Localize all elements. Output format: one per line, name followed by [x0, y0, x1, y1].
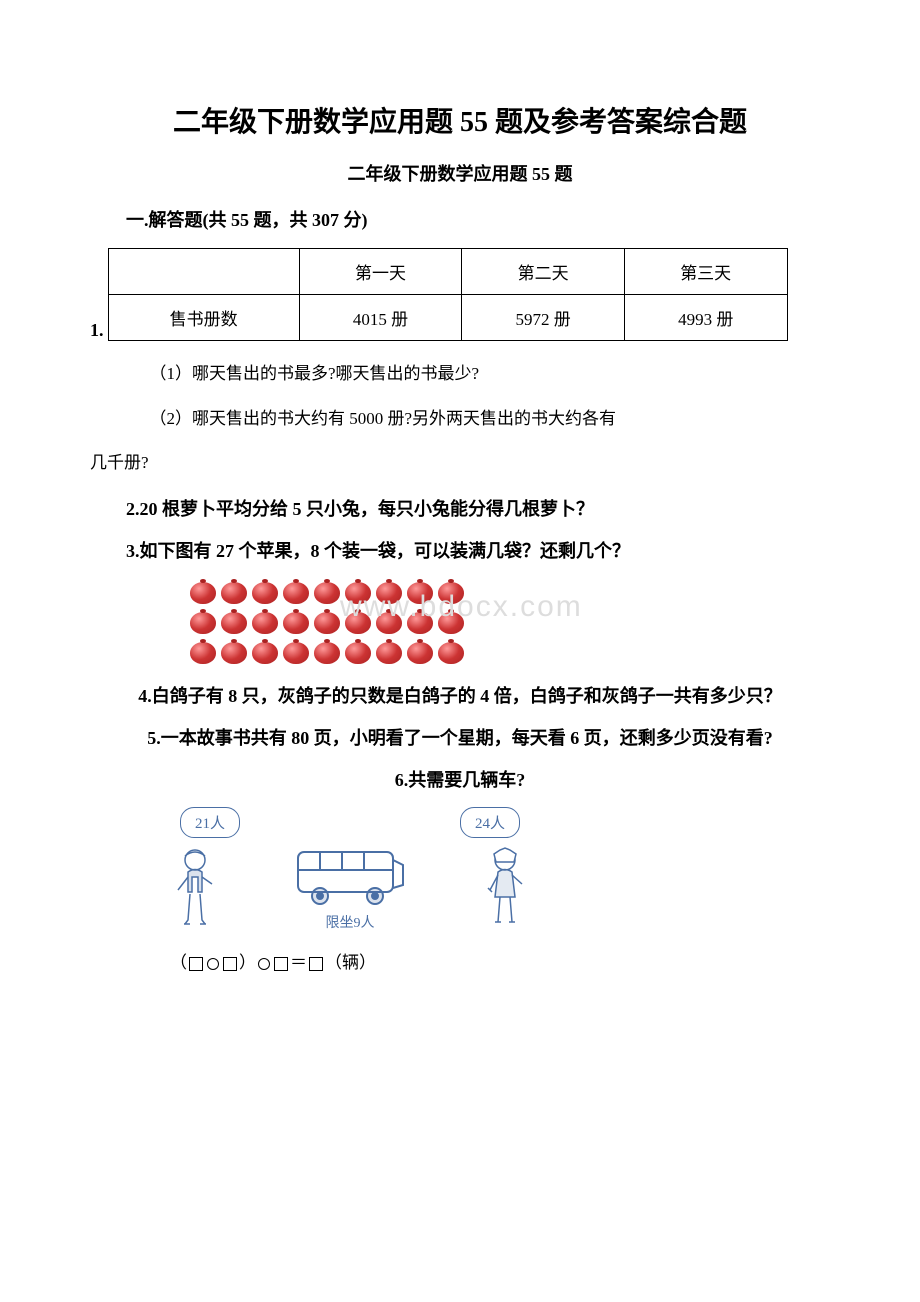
- apple-icon: [314, 578, 342, 604]
- apple-icon: [345, 638, 373, 664]
- apple-icon: [407, 578, 435, 604]
- circle-icon: [207, 958, 219, 970]
- table-cell: 售书册数: [108, 295, 299, 341]
- table-row: 第一天 第二天 第三天: [108, 249, 787, 295]
- table-cell: 5972 册: [462, 295, 625, 341]
- q1-sub2a: （2）哪天售出的书大约有 5000 册?另外两天售出的书大约各有: [90, 404, 830, 435]
- apple-icon: [283, 578, 311, 604]
- speech-bubble-left: 21人: [180, 807, 240, 838]
- boy-figure: 21人: [150, 807, 240, 932]
- apple-icon: [283, 638, 311, 664]
- q4: 4.白鸽子有 8 只，灰鸽子的只数是白鸽子的 4 倍，白鸽子和灰鸽子一共有多少只…: [90, 680, 830, 712]
- girl-icon: [470, 842, 540, 932]
- q1-sub1: （1）哪天售出的书最多?哪天售出的书最少?: [90, 359, 830, 390]
- box-icon: [223, 957, 237, 971]
- apple-icon: [221, 608, 249, 634]
- table-cell: 4993 册: [624, 295, 787, 341]
- apple-icon: [345, 578, 373, 604]
- apple-icon: [438, 638, 466, 664]
- apple-icon: [376, 638, 404, 664]
- apples-grid: [190, 578, 830, 664]
- apple-icon: [221, 578, 249, 604]
- q1-sub2b: 几千册?: [90, 448, 830, 479]
- box-icon: [274, 957, 288, 971]
- table-header-1: 第一天: [299, 249, 462, 295]
- apple-icon: [190, 578, 218, 604]
- apple-icon: [252, 638, 280, 664]
- apple-row: [190, 578, 830, 604]
- apple-icon: [252, 578, 280, 604]
- girl-figure: 24人: [460, 807, 550, 932]
- q1-container: 1. 第一天 第二天 第三天 售书册数 4015 册 5972 册 4993 册: [90, 248, 830, 341]
- speech-bubble-right: 24人: [460, 807, 520, 838]
- apple-icon: [221, 638, 249, 664]
- q1-number: 1.: [90, 320, 104, 341]
- table-header-2: 第二天: [462, 249, 625, 295]
- subtitle: 二年级下册数学应用题 55 题: [90, 160, 830, 186]
- apple-icon: [407, 608, 435, 634]
- box-icon: [309, 957, 323, 971]
- q3-text: 3.如下图有 27 个苹果，8 个装一袋，可以装满几袋？还剩几个？: [90, 535, 830, 567]
- boy-icon: [160, 842, 230, 932]
- apple-icon: [314, 638, 342, 664]
- page-title: 二年级下册数学应用题 55 题及参考答案综合题: [90, 100, 830, 140]
- bus-label: 限坐9人: [326, 912, 375, 932]
- apple-icon: [345, 608, 373, 634]
- table-header-3: 第三天: [624, 249, 787, 295]
- apple-row: [190, 608, 830, 634]
- table-header-0: [108, 249, 299, 295]
- q6-equation: （）＝（辆）: [170, 948, 830, 973]
- q2: 2.20 根萝卜平均分给 5 只小兔，每只小兔能分得几根萝卜？: [90, 493, 830, 525]
- apple-row: [190, 638, 830, 664]
- table-row: 售书册数 4015 册 5972 册 4993 册: [108, 295, 787, 341]
- apple-icon: [283, 608, 311, 634]
- section-header: 一.解答题(共 55 题，共 307 分): [90, 206, 830, 232]
- apple-icon: [190, 638, 218, 664]
- apple-icon: [438, 578, 466, 604]
- apple-icon: [407, 638, 435, 664]
- table-cell: 4015 册: [299, 295, 462, 341]
- apple-icon: [438, 608, 466, 634]
- apple-icon: [314, 608, 342, 634]
- apple-icon: [252, 608, 280, 634]
- apple-icon: [376, 578, 404, 604]
- q5: 5.一本故事书共有 80 页，小明看了一个星期，每天看 6 页，还剩多少页没有看…: [90, 722, 830, 754]
- apple-icon: [376, 608, 404, 634]
- bus-figure: 限坐9人: [290, 840, 410, 932]
- q6-text: 6.共需要几辆车?: [90, 764, 830, 796]
- apple-icon: [190, 608, 218, 634]
- bus-icon: [290, 840, 410, 910]
- q1-table: 第一天 第二天 第三天 售书册数 4015 册 5972 册 4993 册: [108, 248, 788, 341]
- circle-icon: [258, 958, 270, 970]
- box-icon: [189, 957, 203, 971]
- q6-figures: 21人: [150, 807, 830, 932]
